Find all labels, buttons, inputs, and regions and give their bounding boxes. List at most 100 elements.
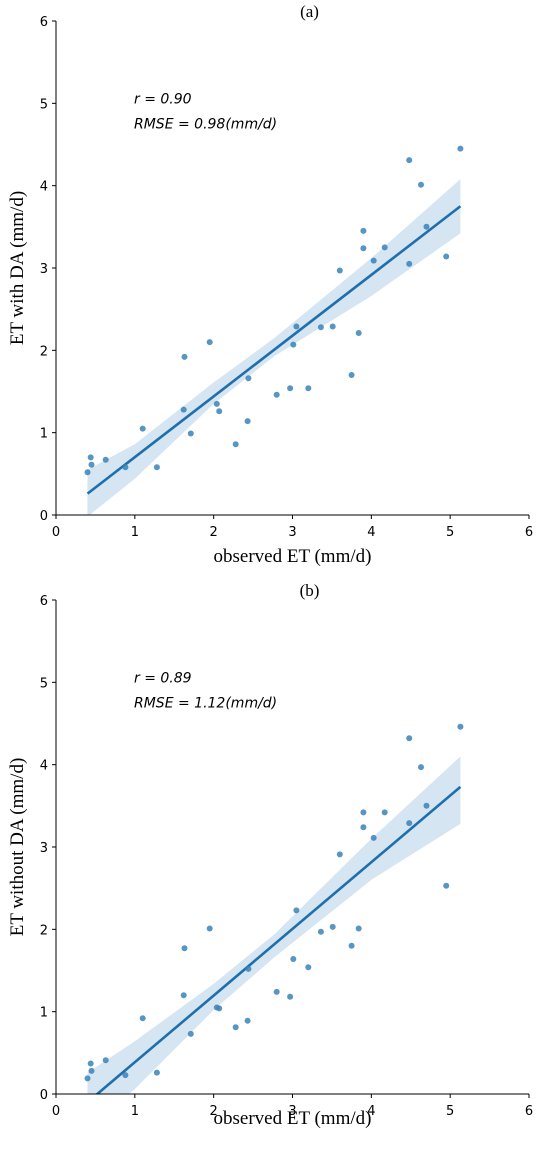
x-tick-label: 0: [52, 525, 60, 540]
regression-line: [95, 785, 462, 1094]
data-point: [187, 1030, 194, 1037]
regression-line: [86, 205, 462, 495]
data-point: [88, 461, 95, 468]
data-point: [406, 157, 413, 164]
confidence-band: [87, 756, 461, 1094]
annotation-rmse: RMSE = 0.98(mm/d): [134, 116, 277, 132]
y-tick-label: 5: [40, 676, 48, 691]
data-point: [273, 988, 280, 995]
x-tick-label: 5: [446, 1104, 454, 1119]
data-point: [336, 267, 343, 274]
data-point: [418, 181, 424, 188]
data-point: [355, 925, 362, 932]
y-tick-label: 2: [40, 344, 48, 359]
y-tick-label: 6: [40, 594, 48, 609]
data-point: [381, 809, 388, 816]
data-point: [244, 418, 251, 425]
y-tick-label: 5: [40, 97, 48, 112]
data-point: [317, 928, 324, 935]
data-point: [348, 942, 355, 949]
data-point: [329, 323, 336, 330]
data-point: [290, 956, 297, 962]
y-axis-title: ET with DA (mm/d): [7, 191, 28, 345]
data-point: [180, 406, 187, 413]
y-tick-label: 4: [40, 759, 48, 774]
data-point: [181, 353, 188, 360]
data-point: [360, 809, 367, 816]
data-point: [206, 925, 213, 932]
data-point: [88, 1067, 95, 1074]
data-point: [406, 260, 413, 267]
x-tick-label: 6: [525, 525, 533, 540]
x-tick-label: 4: [367, 1104, 375, 1119]
data-point: [370, 257, 377, 264]
data-point: [406, 820, 413, 827]
y-tick-label: 1: [40, 1006, 48, 1021]
x-tick-label: 5: [446, 525, 454, 540]
data-point: [423, 802, 430, 809]
y-tick-label: 2: [40, 923, 48, 938]
data-point: [244, 1017, 251, 1024]
annotation-rmse: RMSE = 1.12(mm/d): [134, 695, 277, 711]
panel-title: (a): [300, 2, 319, 21]
data-point: [287, 385, 294, 392]
data-point: [245, 965, 252, 972]
data-point: [457, 723, 464, 730]
data-point: [122, 1072, 129, 1079]
data-point: [329, 923, 336, 930]
data-point: [245, 375, 252, 382]
y-tick-label: 3: [40, 841, 48, 856]
data-point: [153, 464, 160, 471]
data-point: [443, 882, 450, 889]
data-point: [418, 764, 424, 771]
data-point: [181, 945, 188, 952]
data-point: [406, 735, 413, 742]
annotation-r: r = 0.89: [134, 670, 192, 686]
data-point: [139, 425, 146, 432]
y-tick-label: 4: [40, 180, 48, 195]
data-point: [232, 441, 239, 448]
confidence-band: [87, 179, 461, 515]
data-point: [381, 244, 388, 251]
x-axis-title: observed ET (mm/d): [214, 1108, 372, 1129]
y-tick-label: 6: [40, 15, 48, 30]
x-tick-label: 3: [288, 1104, 296, 1119]
data-point: [423, 223, 430, 230]
data-point: [102, 1057, 109, 1064]
y-tick-label: 1: [40, 427, 48, 442]
data-point: [216, 408, 223, 415]
data-point: [180, 992, 187, 999]
annotation-r: r = 0.90: [134, 91, 192, 107]
x-tick-label: 1: [131, 1104, 139, 1119]
x-tick-label: 2: [210, 1104, 218, 1119]
x-tick-label: 0: [52, 1104, 60, 1119]
x-tick-label: 1: [131, 525, 139, 540]
data-point: [122, 464, 129, 471]
data-point: [84, 469, 91, 476]
data-point: [360, 245, 367, 252]
y-tick-label: 0: [40, 1088, 48, 1103]
data-point: [139, 1015, 146, 1022]
panel-title: (b): [300, 581, 320, 600]
chart-panel-a: 0 1 2 3 4 5 6 0 1 2 3 4 5 6 (a) observed ET (mm/d) ET wi…: [7, 2, 533, 567]
data-point: [216, 1005, 223, 1012]
data-point: [290, 341, 297, 348]
x-tick-label: 6: [525, 1104, 533, 1119]
data-point: [273, 391, 280, 398]
data-point: [305, 385, 312, 392]
data-point: [213, 400, 220, 407]
data-point: [84, 1075, 91, 1082]
data-point: [293, 323, 300, 330]
x-tick-label: 2: [210, 525, 218, 540]
data-point: [457, 145, 464, 152]
data-point: [87, 1060, 94, 1067]
data-point: [360, 824, 367, 831]
data-point: [187, 430, 194, 437]
data-point: [102, 456, 109, 463]
chart-panel-b: 0 1 2 3 4 5 6 0 1 2 3 4 5 6 (b) observed ET (mm/d) ET wi…: [7, 581, 533, 1129]
data-point: [206, 339, 213, 346]
data-point: [336, 851, 343, 858]
y-tick-label: 0: [40, 509, 48, 524]
data-point: [355, 330, 362, 336]
